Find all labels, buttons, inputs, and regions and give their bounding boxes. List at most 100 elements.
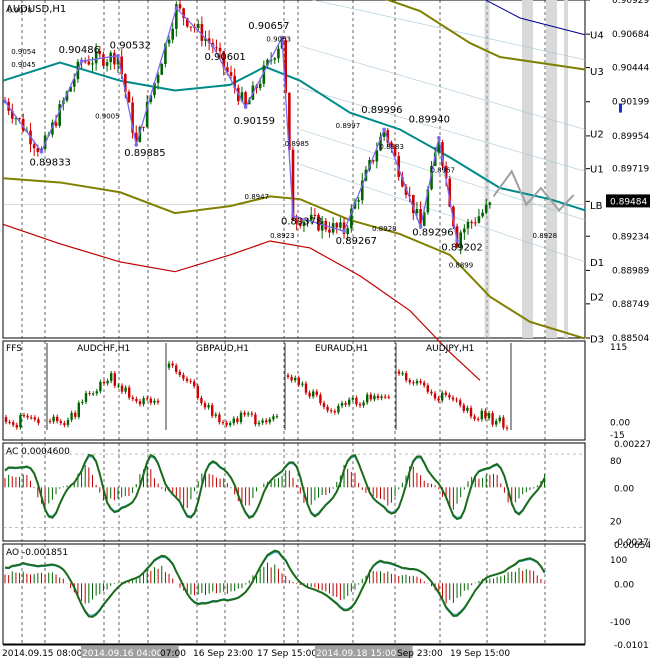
candle xyxy=(313,214,317,216)
oscillator-tick: 0.00 xyxy=(614,580,634,590)
zigzag-point xyxy=(79,59,84,63)
mini-candle xyxy=(462,405,465,411)
mini-candle xyxy=(84,393,88,402)
mini-candle xyxy=(469,407,473,417)
mini-candle xyxy=(138,401,142,405)
candle xyxy=(459,232,462,248)
level-label-u3: U3 xyxy=(590,67,604,78)
chart-title: AUDUSD,H1 xyxy=(6,4,66,15)
mini-candle xyxy=(146,398,149,400)
mini-candle xyxy=(419,380,422,383)
mini-candle xyxy=(117,385,120,387)
candle xyxy=(419,209,422,226)
price-annotation: 0.89885 xyxy=(124,148,165,159)
candle xyxy=(477,216,481,223)
zigzag-point xyxy=(455,239,459,243)
oscillator-title: AO -0.001851 xyxy=(6,548,68,558)
mini-candle xyxy=(33,417,36,420)
candle xyxy=(401,176,404,187)
mini-candle xyxy=(366,394,369,403)
mini-candle xyxy=(110,373,113,381)
candle xyxy=(32,144,36,149)
candle xyxy=(229,72,233,76)
price-tick-label: 0.89954 xyxy=(612,132,649,142)
pane-corner-label: FFS xyxy=(6,344,22,354)
price-tick-label: 0.90929 xyxy=(612,0,649,6)
mini-candle xyxy=(319,394,322,404)
mini-candle xyxy=(297,377,300,385)
mini-candle xyxy=(294,377,297,381)
candle xyxy=(437,142,441,153)
price-tick-label: 0.89719 xyxy=(612,165,649,175)
mini-candle xyxy=(333,411,336,413)
price-annotation: 0.9063 xyxy=(266,36,291,44)
level-label-u4: U4 xyxy=(590,31,604,42)
mini-candle xyxy=(52,416,55,422)
candle xyxy=(109,52,113,63)
candle xyxy=(309,214,313,221)
price-annotation: 0.90486 xyxy=(59,45,100,56)
candle xyxy=(244,92,247,105)
mini-candle xyxy=(384,396,387,398)
mini-candle xyxy=(340,403,344,406)
mini-candle xyxy=(178,371,181,375)
candle xyxy=(382,130,386,137)
candle xyxy=(455,226,459,248)
price-tick-label: 0.89234 xyxy=(612,232,649,242)
mini-candle xyxy=(106,380,109,384)
mini-candle xyxy=(261,420,264,423)
mini-candle xyxy=(348,399,351,405)
mini-candle xyxy=(275,416,279,418)
time-axis-label: 07:00 xyxy=(160,649,186,659)
candle xyxy=(116,56,120,65)
candle xyxy=(415,209,419,214)
candle xyxy=(185,18,189,27)
candle xyxy=(160,63,164,75)
candle xyxy=(433,152,437,167)
candle xyxy=(72,79,76,87)
pane-frame xyxy=(2,442,586,542)
mini-candle xyxy=(480,410,483,420)
candle xyxy=(149,95,153,103)
price-tick-label: 0.88749 xyxy=(612,300,649,310)
price-annotation: 0.8928 xyxy=(533,232,558,240)
candle xyxy=(463,228,466,233)
channel-line xyxy=(299,45,586,130)
mini-candle xyxy=(22,415,26,417)
oscillator-tick: -0.010115 xyxy=(614,641,650,651)
price-annotation: 0.89833 xyxy=(29,158,70,169)
candle xyxy=(473,222,477,224)
candle xyxy=(233,75,236,88)
candle xyxy=(258,83,262,89)
candle xyxy=(335,223,339,228)
zigzag-point xyxy=(291,214,295,218)
candle xyxy=(127,91,131,103)
candle xyxy=(481,212,484,217)
candle xyxy=(189,26,193,28)
candle xyxy=(302,221,306,226)
mini-candle xyxy=(301,383,304,385)
candle xyxy=(266,59,269,66)
oscillator-title: AC 0.0004600 xyxy=(6,447,70,457)
mini-candle xyxy=(322,403,326,407)
candle xyxy=(171,28,174,40)
candle xyxy=(98,51,102,55)
mini-candle xyxy=(185,378,189,381)
mini-candle xyxy=(15,424,18,428)
candle xyxy=(207,38,211,43)
mini-candle xyxy=(433,393,437,399)
candle xyxy=(412,194,415,214)
oscillator-tick: -100 xyxy=(610,618,631,628)
candle xyxy=(124,74,127,92)
price-annotation: 0.89996 xyxy=(361,105,402,116)
pane2-tick: -15 xyxy=(610,431,625,441)
candle xyxy=(167,39,171,44)
projection-line xyxy=(492,169,575,212)
price-annotation: 0.8899 xyxy=(449,261,474,269)
price-annotation: 0.8947 xyxy=(245,193,270,201)
candle xyxy=(91,63,94,65)
mini-candle xyxy=(380,396,383,398)
mini-candle xyxy=(88,393,91,395)
